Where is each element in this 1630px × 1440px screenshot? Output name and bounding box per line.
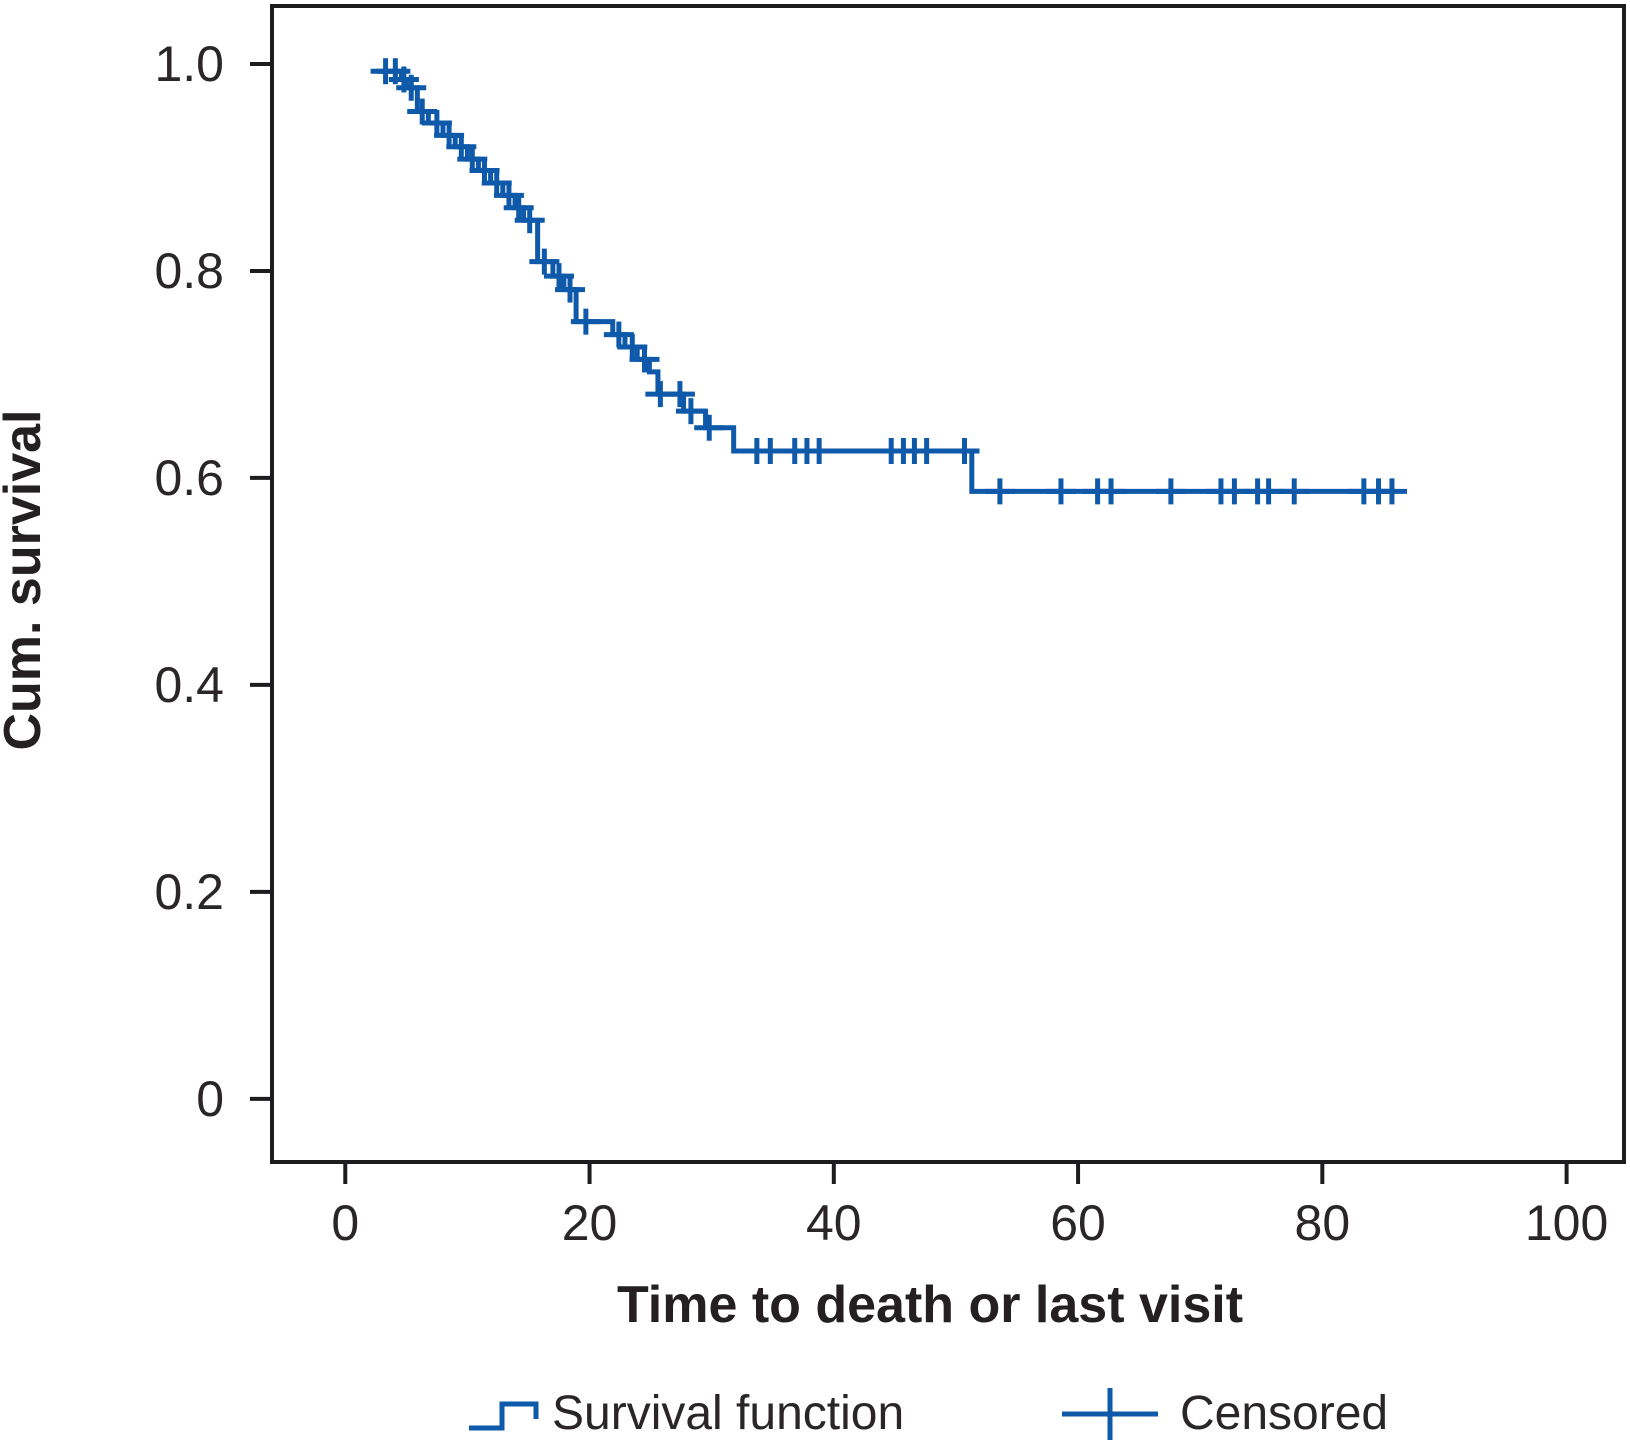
censored-plus-icon <box>675 398 706 425</box>
censored-plus-icon <box>1096 478 1127 505</box>
censored-plus-icon <box>529 248 560 275</box>
x-tick-label: 20 <box>562 1195 618 1251</box>
censored-plus-icon <box>664 381 695 408</box>
censored-plus-icon <box>1279 478 1310 505</box>
censored-plus-icon <box>407 98 438 125</box>
censored-plus-icon <box>694 414 725 441</box>
y-tick-label: 0.8 <box>154 243 224 299</box>
censored-marks <box>370 58 1407 505</box>
y-tick-label: 0.4 <box>154 657 224 713</box>
x-tick-label: 100 <box>1525 1195 1608 1251</box>
plot-frame <box>270 4 1626 1164</box>
survival-curve <box>375 68 1396 494</box>
censored-plus-icon <box>949 438 980 465</box>
censored-plus-icon <box>514 207 545 234</box>
legend: Survival function Censored <box>469 1387 1388 1440</box>
x-axis-tick-labels: 0 20 40 60 80 100 <box>331 1195 1608 1251</box>
censored-plus-icon <box>603 321 634 348</box>
censored-plus-icon <box>1045 478 1076 505</box>
legend-label-survival-function: Survival function <box>552 1387 904 1440</box>
survival-step-line <box>375 68 1396 494</box>
censored-plus-icon <box>629 346 660 373</box>
censored-plus-icon <box>544 263 575 290</box>
y-axis-ticks <box>250 61 272 1101</box>
survival-function-legend-glyph <box>469 1401 539 1431</box>
x-tick-label: 80 <box>1295 1195 1351 1251</box>
y-tick-label: 0 <box>196 1071 224 1127</box>
censored-plus-icon <box>1376 478 1407 505</box>
censored-legend-glyph plus-icon <box>1062 1388 1158 1440</box>
x-axis-ticks <box>343 1162 1569 1184</box>
y-axis-title: Cum. survival <box>0 409 52 750</box>
censored-plus-icon <box>555 276 586 303</box>
y-tick-label: 0.2 <box>154 864 224 920</box>
censored-plus-icon <box>1253 478 1284 505</box>
y-axis-tick-labels: 0 0.2 0.4 0.6 0.8 1.0 <box>154 36 224 1127</box>
censored-plus-icon <box>396 74 427 101</box>
x-tick-label: 60 <box>1050 1195 1106 1251</box>
x-tick-label: 40 <box>806 1195 862 1251</box>
censored-plus-icon <box>804 438 835 465</box>
legend-label-censored: Censored <box>1180 1387 1388 1440</box>
censored-plus-icon <box>570 308 601 335</box>
censored-plus-icon <box>911 438 942 465</box>
x-axis-title: Time to death or last visit <box>617 1276 1243 1334</box>
y-tick-label: 1.0 <box>154 36 224 92</box>
y-tick-label: 0.6 <box>154 450 224 506</box>
censored-plus-icon <box>1155 478 1186 505</box>
x-tick-label: 0 <box>331 1195 359 1251</box>
censored-plus-icon <box>984 478 1015 505</box>
